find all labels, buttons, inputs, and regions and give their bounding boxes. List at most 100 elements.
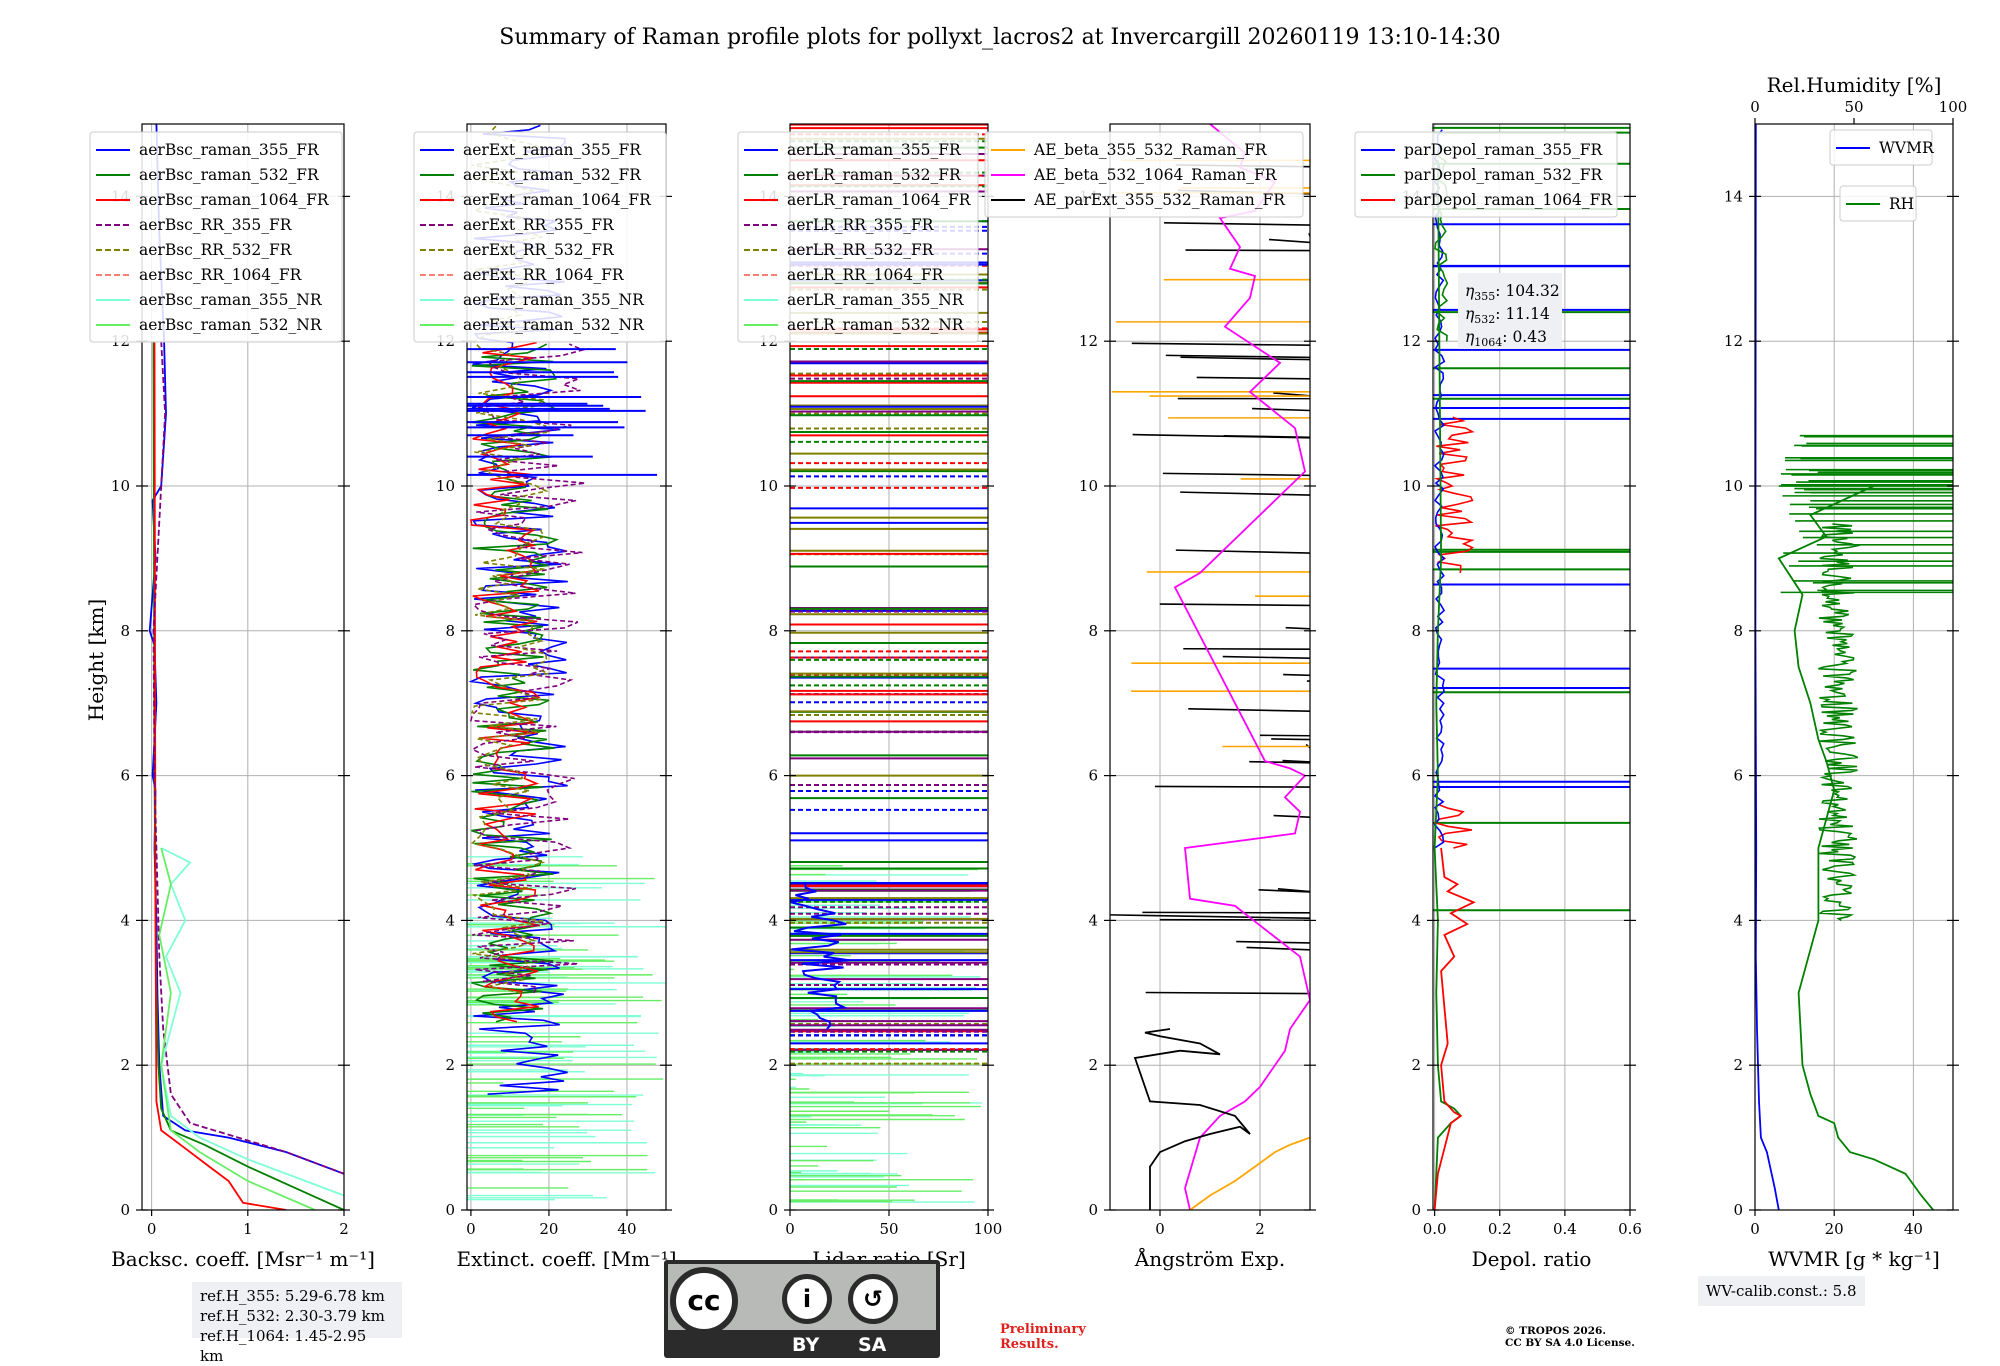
series-AE_beta_532_1064_Raman_FR [1175,124,1310,1210]
panel-ae: 0246810121402Ångström Exp.AE_beta_355_53… [985,124,1316,1271]
x-tick-label: 0.4 [1553,1220,1577,1238]
y-tick-label: 4 [768,911,778,929]
legend-label: aerExt_RR_532_FR [463,241,615,259]
series-aerBsc_raman_532_NR [159,848,315,1210]
x-tick-label: 40 [1904,1220,1923,1238]
legend-lr: aerLR_raman_355_FRaerLR_raman_532_FRaerL… [738,132,978,342]
x-tick-label: 1 [243,1220,253,1238]
y-tick-label: 12 [1079,332,1098,350]
ae-segment [1176,550,1310,553]
x2-tick-label: 0 [1750,98,1760,116]
y-tick-label: 6 [445,767,455,785]
legend-label: parDepol_raman_532_FR [1404,166,1604,184]
ae-segment [1269,240,1310,243]
y-axis-label: Height [km] [84,599,108,721]
copyright-line-2: CC BY SA 4.0 License. [1505,1337,1705,1349]
legend-label: aerBsc_raman_532_FR [139,166,320,184]
ae-segment [1188,709,1310,711]
ae-segment [1286,628,1310,629]
legend-label: WVMR [1879,139,1935,157]
y-tick-label: 2 [1088,1056,1098,1074]
copyright-line-1: © TROPOS 2026. [1505,1325,1705,1337]
y-tick-label: 2 [1733,1056,1743,1074]
x-tick-label: 0.0 [1423,1220,1447,1238]
legend-label: aerBsc_raman_532_NR [139,316,323,334]
x-tick-label: 0 [785,1220,795,1238]
panel-ext: 0246810121402040Extinct. coeff. [Mm⁻¹]ae… [414,124,677,1271]
panel-bsc: 02468101214012Backsc. coeff. [Msr⁻¹ m⁻¹]… [90,124,375,1271]
legend-label: aerLR_raman_532_NR [787,316,965,334]
legend-label: parDepol_raman_1064_FR [1404,191,1613,209]
ref-height-355: ref.H_355: 5.29-6.78 km [200,1286,394,1306]
x-tick-label: 50 [879,1220,898,1238]
legend-label: aerLR_raman_532_FR [787,166,962,184]
y-tick-label: 4 [1733,911,1743,929]
y-tick-label: 8 [1088,622,1098,640]
y-tick-label: 8 [768,622,778,640]
x-tick-label: 0.6 [1618,1220,1642,1238]
series-RH [1779,486,1933,1210]
axes-frame [1755,124,1953,1210]
x-tick-label: 0 [466,1220,476,1238]
legend-label: aerLR_RR_1064_FR [787,266,945,284]
cc-sa-label: SA [858,1334,886,1356]
legend-label: aerLR_raman_355_NR [787,291,965,309]
y-tick-label: 0 [1733,1201,1743,1219]
x2-axis-label: Rel.Humidity [%] [1767,73,1942,97]
x-axis-label: Backsc. coeff. [Msr⁻¹ m⁻¹] [111,1247,375,1271]
ae-segment [1236,942,1310,943]
cc-icon: cc [670,1267,738,1335]
ae-segment [1271,739,1310,740]
y-tick-label: 6 [1088,767,1098,785]
y-tick-label: 2 [1411,1056,1421,1074]
x-tick-label: 0 [1750,1220,1760,1238]
y-tick-label: 8 [120,622,130,640]
y-tick-label: 4 [1411,911,1421,929]
legend-frame [90,132,342,342]
x-tick-label: 0 [1155,1220,1165,1238]
y-tick-label: 0 [445,1201,455,1219]
legend-label: aerBsc_RR_1064_FR [139,266,303,284]
x-axis-label: WVMR [g * kg⁻¹] [1768,1247,1940,1271]
ae-segment [1163,473,1310,475]
series-parDepol_raman_532_FR [1435,160,1461,1210]
y-tick-label: 10 [1079,477,1098,495]
series-parDepol_raman_1064_FR [1435,848,1474,1210]
legend-label: AE_beta_355_532_Raman_FR [1033,141,1268,159]
data-lines-ae [1111,124,1310,1210]
y-tick-label: 12 [1402,332,1421,350]
legend-label: aerExt_raman_355_FR [463,141,642,159]
legend-label: AE_parExt_355_532_Raman_FR [1033,191,1286,209]
legend2-wv: RH [1840,186,1916,221]
x-tick-label: 20 [539,1220,558,1238]
reference-height-box: ref.H_355: 5.29-6.78 km ref.H_532: 2.30-… [192,1282,402,1338]
x-tick-label: 2 [1255,1220,1265,1238]
ae-segment [1146,992,1310,993]
y-tick-label: 4 [445,911,455,929]
wv-calibration-box: WV-calib.const.: 5.8 [1698,1276,1865,1306]
ae-segment [1283,675,1310,676]
figure-title: Summary of Raman profile plots for polly… [499,25,1500,50]
y-tick-label: 10 [436,477,455,495]
y-tick-label: 10 [759,477,778,495]
x-axis-label: Depol. ratio [1472,1247,1592,1271]
x-tick-label: 100 [974,1220,1003,1238]
legend-label: aerBsc_RR_355_FR [139,216,293,234]
legend-bsc: aerBsc_raman_355_FRaerBsc_raman_532_FRae… [90,132,342,342]
y-tick-label: 2 [445,1056,455,1074]
legend-label: aerLR_RR_532_FR [787,241,935,259]
ae-segment [1155,786,1310,787]
y-tick-label: 10 [1402,477,1421,495]
legend-label: aerBsc_raman_355_NR [139,291,323,309]
y-tick-label: 12 [1724,332,1743,350]
y-tick-label: 2 [768,1056,778,1074]
axes-frame [1110,124,1310,1210]
series-aerBsc_RR_355_FR [154,341,345,1174]
ae-segment [1252,409,1310,411]
legend-ae: AE_beta_355_532_Raman_FRAE_beta_532_1064… [985,132,1303,217]
legend-wv: WVMR [1830,130,1935,165]
y-tick-label: 10 [1724,477,1743,495]
y-tick-label: 8 [1733,622,1743,640]
